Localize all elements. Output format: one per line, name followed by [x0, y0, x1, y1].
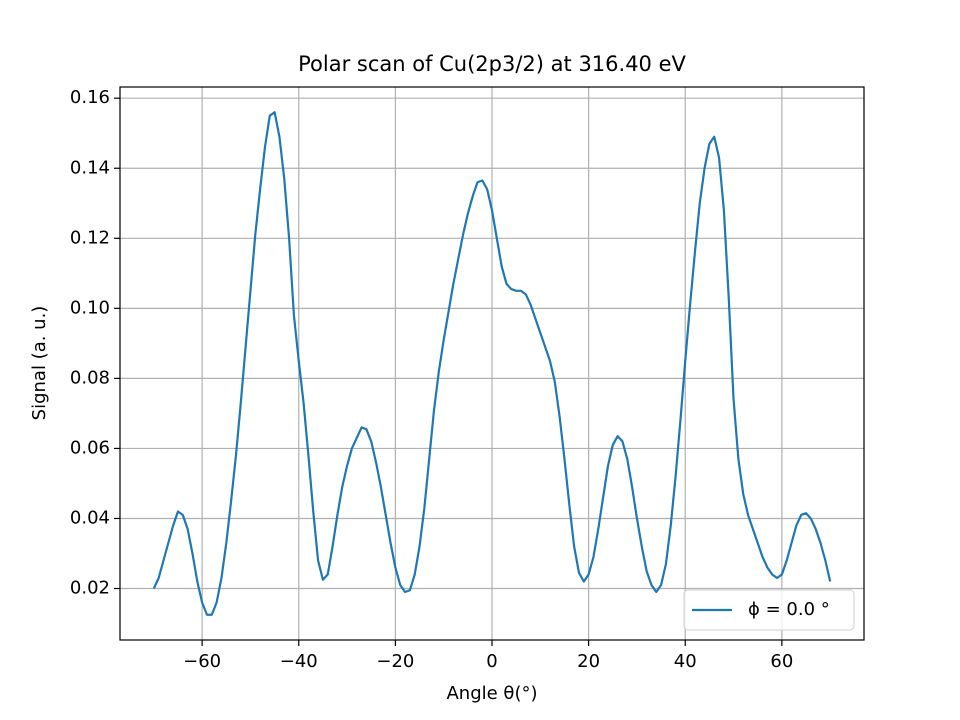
x-tick-label: −60 — [183, 651, 221, 672]
y-tick-label: 0.12 — [70, 227, 110, 248]
x-tick-label: 0 — [486, 651, 497, 672]
y-tick-label: 0.04 — [70, 507, 110, 528]
data-line — [152, 111, 832, 616]
x-tick-label: −20 — [376, 651, 414, 672]
y-tick-label: 0.02 — [70, 578, 110, 599]
y-tick-label: 0.06 — [70, 437, 110, 458]
x-tick-label: −40 — [280, 651, 318, 672]
x-tick-label: 40 — [674, 651, 697, 672]
y-tick-label: 0.16 — [70, 87, 110, 108]
chart-title: Polar scan of Cu(2p3/2) at 316.40 eV — [298, 52, 686, 76]
y-tick-label: 0.08 — [70, 367, 110, 388]
legend-label: ϕ = 0.0 ° — [748, 599, 830, 620]
y-tick-label: 0.10 — [70, 297, 110, 318]
x-tick-label: 60 — [770, 651, 793, 672]
y-axis-label: Signal (a. u.) — [29, 306, 50, 421]
x-axis-label: Angle θ(°) — [446, 683, 537, 704]
x-tick-label: 20 — [577, 651, 600, 672]
y-tick-label: 0.14 — [70, 157, 110, 178]
plot-frame — [119, 86, 865, 641]
legend-box — [683, 589, 855, 631]
